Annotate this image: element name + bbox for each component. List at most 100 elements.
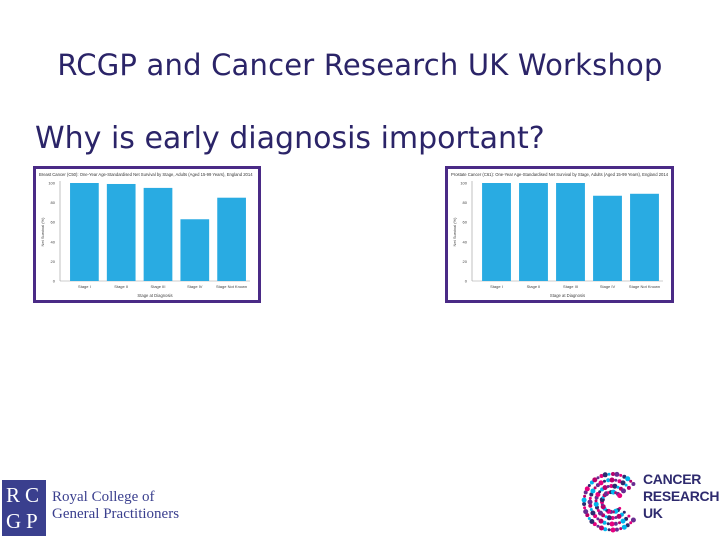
cruk-wordmark: CANCER RESEARCH UK [643, 471, 719, 522]
cruk-dot [598, 518, 604, 524]
cruk-dot [616, 513, 622, 519]
cruk-dot [622, 510, 626, 514]
y-axis-label: Net Survival (%) [40, 217, 45, 247]
cruk-dot [609, 477, 615, 483]
cruk-dot [596, 476, 600, 480]
breast-cancer-survival-chart: Breast Cancer (C50): One-Year Age-Standa… [33, 166, 261, 303]
cruk-dot [618, 521, 621, 525]
cruk-dot [584, 486, 590, 492]
cruk-dot [590, 488, 596, 494]
x-tick-label: Stage I [490, 284, 503, 289]
chart-title: Prostate Cancer (C61): One-Year Age-Stan… [451, 172, 669, 177]
cruk-dot [589, 519, 595, 524]
x-axis-label: Stage at Diagnosis [137, 293, 172, 298]
cruk-dot [592, 477, 598, 483]
cruk-dot [593, 501, 599, 507]
cruk-dot [595, 492, 601, 497]
cruk-dot [581, 497, 587, 503]
cruk-dot [614, 478, 618, 482]
cruk-dot [610, 527, 616, 533]
cruk-line-2: RESEARCH [643, 488, 720, 504]
cruk-dot [590, 510, 596, 516]
rcgp-wordmark: Royal College of General Practitioners [52, 489, 179, 523]
cruk-dot [599, 474, 604, 478]
breast-cancer-chart-svg: Breast Cancer (C50): One-Year Age-Standa… [39, 172, 253, 298]
x-tick-label: Stage II [114, 284, 128, 289]
rcgp-monogram: R C G P [2, 480, 46, 536]
cruk-logo: CANCER RESEARCH UK [580, 466, 720, 538]
cruk-dot [598, 480, 604, 486]
x-tick-label: Stage II [527, 284, 541, 289]
bar-3 [556, 183, 585, 281]
y-tick-label: 20 [51, 259, 56, 264]
cruk-dot [613, 521, 618, 526]
bar-5 [630, 193, 659, 281]
cruk-dot [588, 496, 592, 500]
y-tick-label: 100 [48, 181, 55, 186]
cruk-dot [610, 516, 615, 520]
cruk-dot [603, 479, 606, 483]
cruk-dot [629, 479, 633, 483]
cruk-dot [589, 508, 593, 511]
cruk-dot [614, 527, 619, 532]
slide-title: RCGP and Cancer Research UK Workshop [57, 48, 663, 82]
cruk-dot [620, 480, 626, 486]
cruk-dot [612, 483, 618, 489]
x-axis-label: Stage at Diagnosis [550, 293, 585, 298]
x-tick-label: Stage III [151, 284, 166, 289]
cruk-dot [606, 478, 611, 483]
cruk-dot [604, 515, 608, 519]
cruk-dot [596, 517, 600, 521]
rcgp-logo: R C G P Royal College of General Practit… [2, 480, 202, 538]
cruk-dot [611, 472, 615, 476]
rcgp-line-2: General Practitioners [52, 506, 180, 522]
cruk-dot [617, 479, 622, 484]
x-tick-label: Stage IV [600, 284, 616, 289]
y-tick-label: 80 [51, 200, 56, 205]
prostate-cancer-survival-chart: Prostate Cancer (C61): One-Year Age-Stan… [445, 166, 674, 303]
cruk-dot [629, 521, 633, 525]
bar-1 [482, 183, 511, 281]
rcgp-letter-p: P [26, 509, 38, 533]
rcgp-letter-c: C [25, 483, 40, 507]
cruk-dot [589, 492, 594, 497]
cruk-dot [617, 493, 623, 499]
cruk-dot [606, 485, 610, 488]
bar-4 [593, 195, 622, 281]
cruk-dot [614, 471, 620, 477]
cruk-dot [625, 523, 630, 528]
cruk-dot [587, 484, 591, 487]
y-tick-label: 60 [51, 220, 56, 225]
y-tick-label: 40 [51, 239, 56, 244]
cruk-dot [609, 484, 614, 488]
cruk-dot [607, 472, 611, 476]
cruk-dot-c-icon [581, 471, 636, 533]
cruk-dot [619, 527, 623, 531]
cruk-dot [585, 513, 590, 518]
y-tick-label: 100 [460, 181, 467, 186]
cruk-dot [587, 499, 593, 505]
cruk-dot [609, 521, 615, 527]
chart-title: Breast Cancer (C50): One-Year Age-Standa… [39, 172, 253, 177]
y-axis-label: Net Survival (%) [452, 217, 457, 247]
cruk-dot [619, 473, 623, 477]
cruk-dot [626, 485, 631, 490]
bar-2 [519, 183, 548, 281]
x-tick-label: Stage I [78, 284, 91, 289]
cruk-dot [625, 476, 631, 482]
cruk-dot [621, 524, 627, 530]
bar-5 [217, 197, 246, 281]
cruk-dot [621, 488, 626, 494]
cruk-dot [583, 490, 588, 495]
cruk-dot [598, 490, 602, 494]
cruk-dot [594, 499, 598, 503]
cruk-dot [593, 486, 597, 490]
prostate-cancer-chart-svg: Prostate Cancer (C61): One-Year Age-Stan… [451, 172, 669, 298]
y-tick-label: 20 [463, 259, 468, 264]
cruk-line-3: UK [643, 505, 663, 521]
y-tick-label: 0 [53, 279, 56, 284]
cruk-dot [596, 509, 600, 512]
cruk-line-1: CANCER [643, 471, 702, 487]
x-tick-label: Stage Not Known [629, 284, 660, 289]
cruk-dot [583, 506, 587, 510]
